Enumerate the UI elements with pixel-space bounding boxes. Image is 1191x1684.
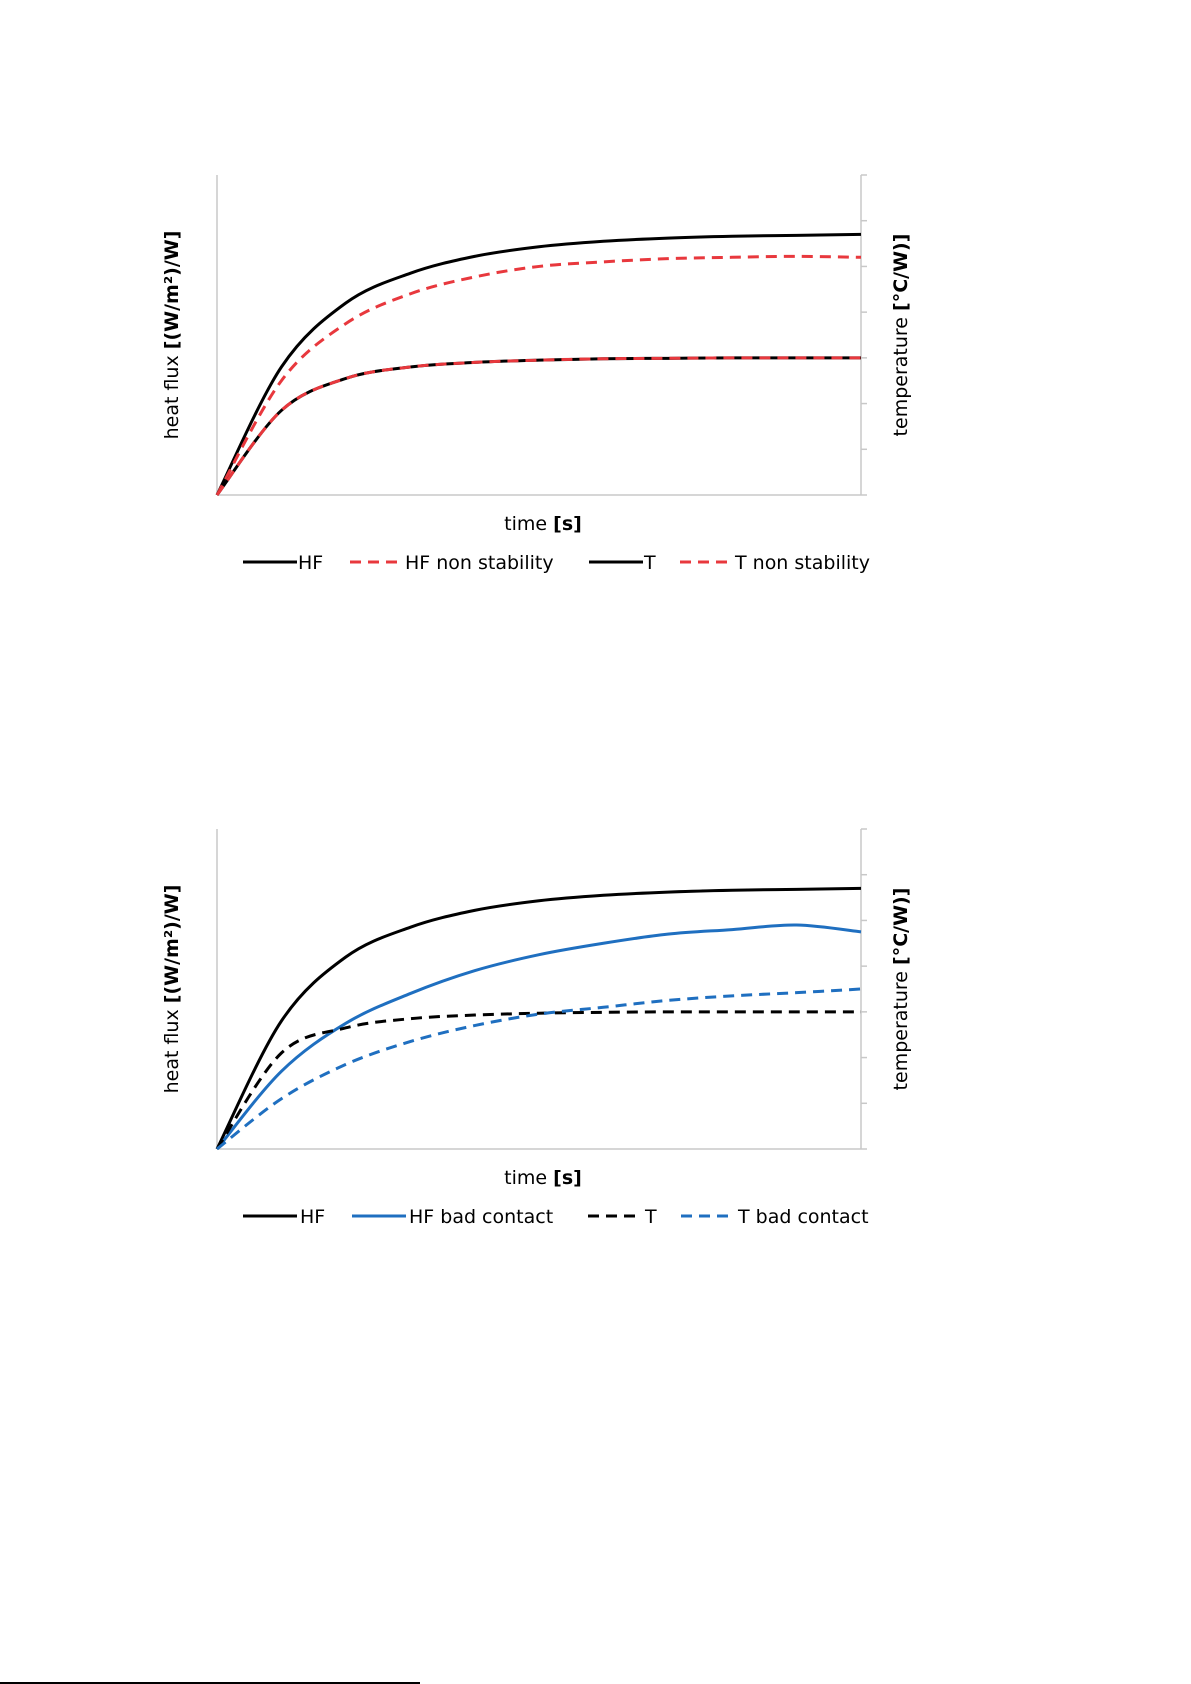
series-line-hf [215, 886, 862, 1150]
right-axis-ticks [861, 828, 867, 1150]
chart-2-axes [216, 828, 867, 1150]
legend-label-t: T [644, 1206, 657, 1228]
chart-2-svg: heat flux [(W/m²)/W] temperature [°C/W)]… [161, 828, 912, 1228]
legend-label-t: T [643, 552, 656, 574]
legend-label-hf: HF [300, 1206, 325, 1228]
legend-label-t-bad-contact: T bad contact [737, 1206, 869, 1228]
series-line-hf [215, 232, 862, 496]
right-axis-ticks [861, 174, 867, 496]
x-axis-label: time [s] [504, 513, 582, 535]
x-axis-label: time [s] [504, 1167, 582, 1189]
series-line-t-non-stability [215, 356, 861, 496]
legend-item-hf: HF [243, 552, 323, 574]
legend-item-hf: HF [243, 1206, 325, 1228]
footnote-rule [0, 1682, 420, 1684]
chart-1-svg: heat flux [(W/m²)/W] temperature [°C/W)]… [161, 174, 912, 574]
legend: HF HF non stability T T non stability [243, 552, 870, 574]
legend-label-hf-bad-contact: HF bad contact [409, 1206, 553, 1228]
chart-1-series [215, 232, 862, 496]
chart-2: heat flux [(W/m²)/W] temperature [°C/W)]… [0, 804, 1191, 1284]
y-right-axis-label: temperature [°C/W)] [890, 888, 912, 1091]
chart-1: heat flux [(W/m²)/W] temperature [°C/W)]… [0, 150, 1191, 630]
series-line-hf-non-stability [215, 254, 862, 496]
legend: HF HF bad contact T T bad contact [243, 1206, 869, 1228]
legend-label-t-non-stability: T non stability [734, 552, 870, 574]
legend-item-t-non-stability: T non stability [680, 552, 870, 574]
series-line-hf-bad-contact [215, 923, 862, 1150]
chart-1-axes [216, 174, 867, 496]
series-line-t [215, 1010, 861, 1150]
y-left-axis-label: heat flux [(W/m²)/W] [161, 885, 183, 1094]
legend-item-hf-bad-contact: HF bad contact [352, 1206, 553, 1228]
y-left-axis-label: heat flux [(W/m²)/W] [161, 231, 183, 440]
y-right-axis-label: temperature [°C/W)] [890, 234, 912, 437]
legend-label-hf-non-stability: HF non stability [405, 552, 554, 574]
legend-item-t-bad-contact: T bad contact [681, 1206, 869, 1228]
legend-item-t: T [588, 1206, 657, 1228]
legend-item-t: T [589, 552, 656, 574]
legend-item-hf-non-stability: HF non stability [350, 552, 554, 574]
chart-2-series [215, 886, 862, 1151]
series-line-t-bad-contact [216, 987, 862, 1151]
series-line-t [215, 356, 861, 496]
legend-label-hf: HF [298, 552, 323, 574]
